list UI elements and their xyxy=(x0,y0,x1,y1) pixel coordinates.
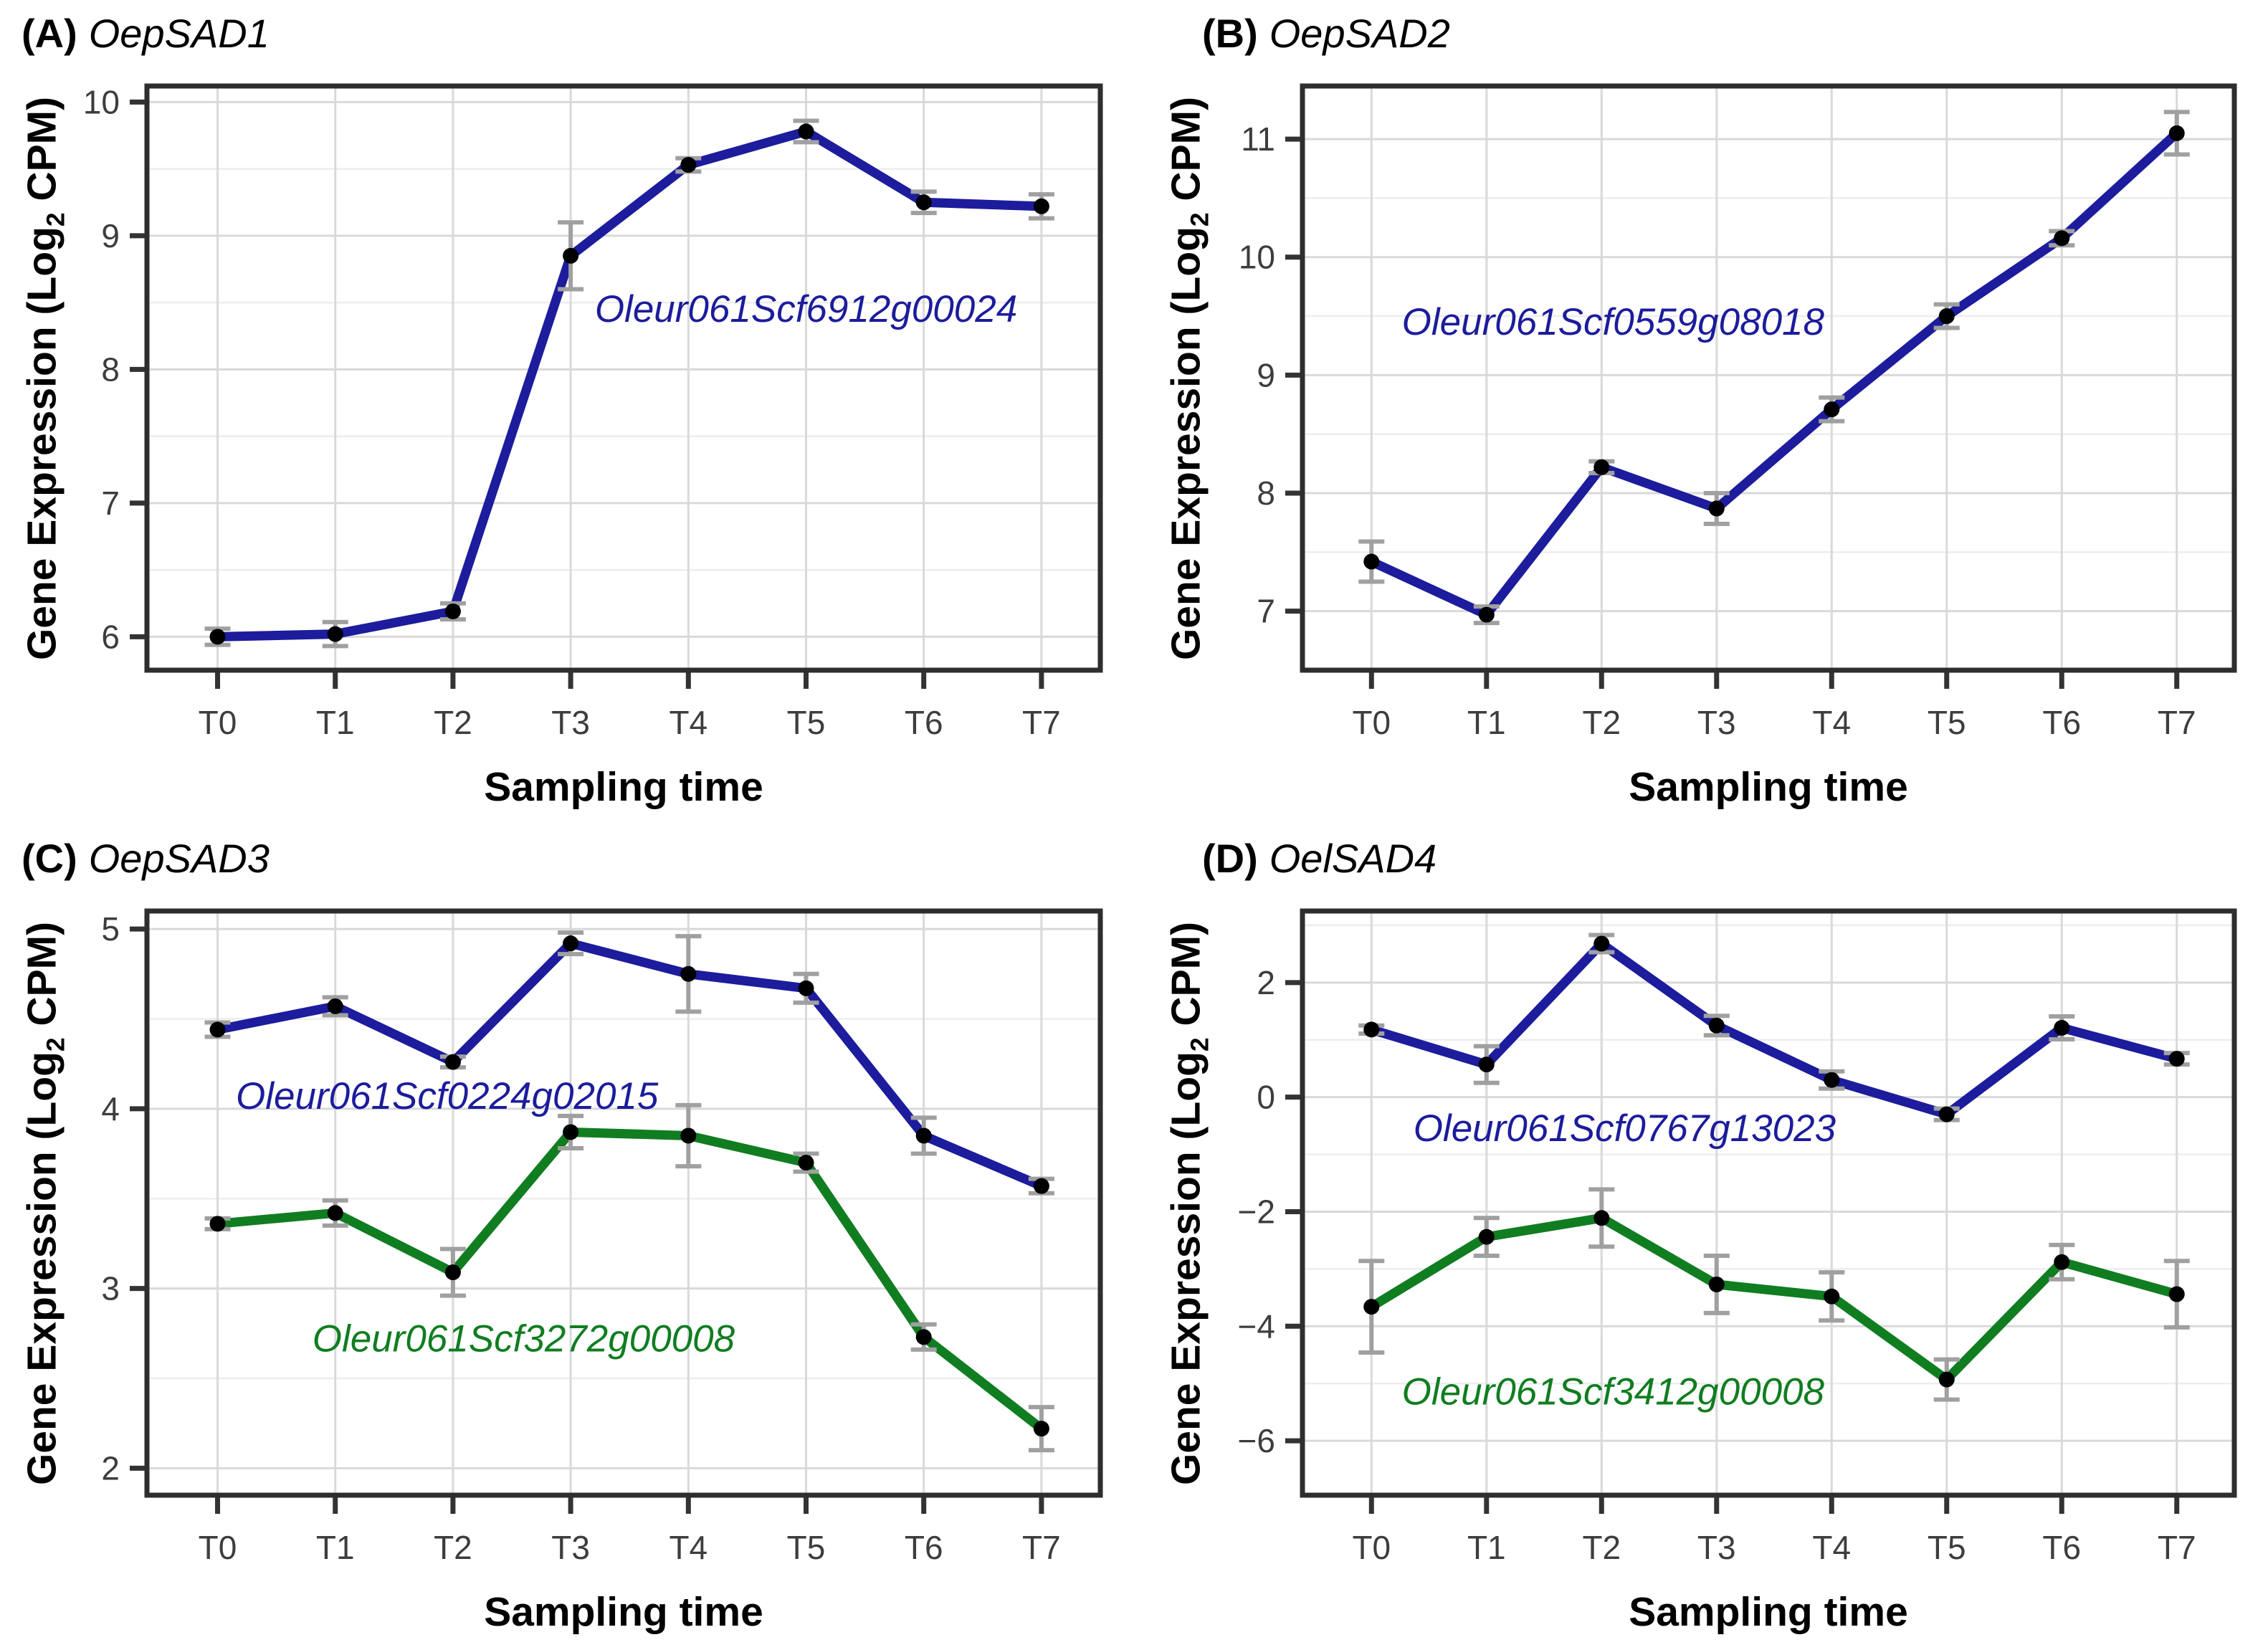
y-tick-label: 11 xyxy=(1241,120,1275,158)
y-axis-label: Gene Expression (Log2 CPM) xyxy=(1162,922,1214,1485)
y-axis-label: Gene Expression (Log2 CPM) xyxy=(18,97,70,660)
x-tick-label: T0 xyxy=(199,1529,237,1566)
series-label: Oleur061Scf3272g00008 xyxy=(313,1317,735,1360)
x-tick-label: T5 xyxy=(787,1529,826,1566)
x-tick-label: T1 xyxy=(316,704,355,741)
x-tick-label: T7 xyxy=(2158,1529,2196,1566)
x-tick-label: T4 xyxy=(669,704,707,741)
y-axis-label-text: Gene Expression (Log xyxy=(1163,226,1209,661)
y-tick-label: 2 xyxy=(101,1449,120,1487)
y-tick-label: 6 xyxy=(101,618,120,655)
y-axis-label-suffix: CPM) xyxy=(1163,921,1209,1038)
panel-b-title: (B) OepSAD2 xyxy=(1202,10,1450,57)
y-tick-label: 2 xyxy=(1257,964,1275,1001)
y-axis-label: Gene Expression (Log2 CPM) xyxy=(1162,97,1214,660)
x-tick-label: T4 xyxy=(1812,704,1851,741)
y-tick-label: 7 xyxy=(101,485,120,522)
panel-b-gene-family: OepSAD2 xyxy=(1269,11,1450,56)
x-tick-label: T0 xyxy=(1352,704,1391,741)
y-axis-label-subscript: 2 xyxy=(42,1037,70,1052)
y-tick-label: 8 xyxy=(101,350,120,388)
y-tick-label: −6 xyxy=(1238,1422,1275,1459)
panel-a-title: (A) OepSAD1 xyxy=(22,10,270,57)
x-tick-label: T6 xyxy=(2042,704,2081,741)
panel-a: Oleur061Scf6912g00024 6 7 8 9 10 T0 T1 T2 T3 T4 T5 T… xyxy=(0,0,1134,825)
x-tick-label: T3 xyxy=(1697,704,1736,741)
x-tick-label: T4 xyxy=(669,1529,707,1566)
x-tick-label: T6 xyxy=(2042,1529,2081,1566)
panel-c-gene-family: OepSAD3 xyxy=(88,836,270,881)
panel-c: Oleur061Scf0224g02015 Oleur061Scf3272g000… xyxy=(0,825,1134,1650)
y-axis-label-text: Gene Expression (Log xyxy=(1163,1051,1209,1486)
x-tick-label: T3 xyxy=(551,1529,590,1566)
panel-d-title: (D) OelSAD4 xyxy=(1202,835,1436,882)
y-axis-label-subscript: 2 xyxy=(42,212,70,227)
x-tick-label: T2 xyxy=(434,704,472,741)
x-tick-label: T3 xyxy=(551,704,590,741)
x-tick-label: T7 xyxy=(2158,704,2196,741)
series-label: Oleur061Scf6912g00024 xyxy=(595,288,1017,330)
y-axis-label-suffix: CPM) xyxy=(1163,96,1209,213)
x-tick-label: T1 xyxy=(1467,704,1506,741)
panel-a-gene-family: OepSAD1 xyxy=(88,11,270,56)
y-tick-label: −2 xyxy=(1238,1193,1275,1230)
x-tick-label: T2 xyxy=(1582,704,1621,741)
line-chart-b: Oleur061Scf0559g08018 7 8 9 10 11 T0 T1 T2 T3 T4 T5… xyxy=(1239,83,2237,741)
panel-c-title: (C) OepSAD3 xyxy=(22,835,270,882)
x-tick-label: T2 xyxy=(1582,1529,1621,1566)
x-axis-label: Sampling time xyxy=(1629,1589,1908,1635)
x-tick-label: T5 xyxy=(1928,704,1966,741)
panel-d-label: (D) xyxy=(1202,836,1258,881)
panel-a-label: (A) xyxy=(22,11,77,56)
y-tick-label: 9 xyxy=(1257,356,1275,394)
y-tick-label: 10 xyxy=(83,83,120,120)
x-axis-label: Sampling time xyxy=(484,1589,763,1635)
y-axis-label-subscript: 2 xyxy=(1186,212,1214,227)
y-tick-label: 8 xyxy=(1257,475,1275,512)
y-axis-label-text: Gene Expression (Log xyxy=(19,226,65,661)
x-tick-label: T3 xyxy=(1697,1529,1736,1566)
y-axis-label-suffix: CPM) xyxy=(19,921,65,1038)
panel-d-gene-family: OelSAD4 xyxy=(1269,836,1437,881)
y-tick-label: 10 xyxy=(1239,239,1275,276)
y-tick-label: 0 xyxy=(1257,1079,1275,1116)
x-tick-label: T7 xyxy=(1022,1529,1061,1566)
x-tick-label: T6 xyxy=(905,1529,943,1566)
panel-d: Oleur061Scf0767g13023 Oleur061Scf3412g000… xyxy=(1134,825,2268,1650)
x-tick-label: T2 xyxy=(434,1529,472,1566)
series-label: Oleur061Scf0559g08018 xyxy=(1402,301,1825,343)
y-tick-label: 3 xyxy=(101,1270,120,1307)
x-tick-label: T1 xyxy=(1467,1529,1506,1566)
x-tick-label: T6 xyxy=(905,704,943,741)
x-tick-label: T0 xyxy=(1352,1529,1391,1566)
y-axis-label-suffix: CPM) xyxy=(19,96,65,213)
x-axis-label: Sampling time xyxy=(1629,764,1908,810)
y-tick-label: 7 xyxy=(1257,593,1275,630)
line-chart-c: Oleur061Scf0224g02015 Oleur061Scf3272g000… xyxy=(101,908,1103,1566)
series-label: Oleur061Scf0767g13023 xyxy=(1414,1107,1836,1150)
y-tick-label: −4 xyxy=(1238,1307,1275,1345)
x-tick-label: T5 xyxy=(787,704,826,741)
y-tick-label: 4 xyxy=(101,1090,120,1127)
x-tick-label: T0 xyxy=(199,704,237,741)
line-chart-a: Oleur061Scf6912g00024 6 7 8 9 10 T0 T1 T2 T3 T4 T5 T… xyxy=(83,83,1103,741)
panel-b: Oleur061Scf0559g08018 7 8 9 10 11 T0 T1 T2 T3 T4 T5… xyxy=(1134,0,2268,825)
y-axis-label-text: Gene Expression (Log xyxy=(19,1051,65,1486)
x-axis-label: Sampling time xyxy=(484,764,763,810)
line-chart-d: Oleur061Scf0767g13023 Oleur061Scf3412g000… xyxy=(1238,908,2237,1566)
series-label: Oleur061Scf0224g02015 xyxy=(236,1075,659,1117)
y-tick-label: 9 xyxy=(101,217,120,254)
panel-b-label: (B) xyxy=(1202,11,1258,56)
panel-c-label: (C) xyxy=(22,836,77,881)
y-tick-label: 5 xyxy=(101,910,120,948)
y-axis-label: Gene Expression (Log2 CPM) xyxy=(18,922,70,1485)
x-tick-label: T5 xyxy=(1928,1529,1966,1566)
y-axis-label-subscript: 2 xyxy=(1186,1037,1214,1052)
series-label: Oleur061Scf3412g00008 xyxy=(1402,1371,1825,1413)
x-tick-label: T7 xyxy=(1022,704,1061,741)
x-tick-label: T4 xyxy=(1812,1529,1851,1566)
x-tick-label: T1 xyxy=(316,1529,355,1566)
